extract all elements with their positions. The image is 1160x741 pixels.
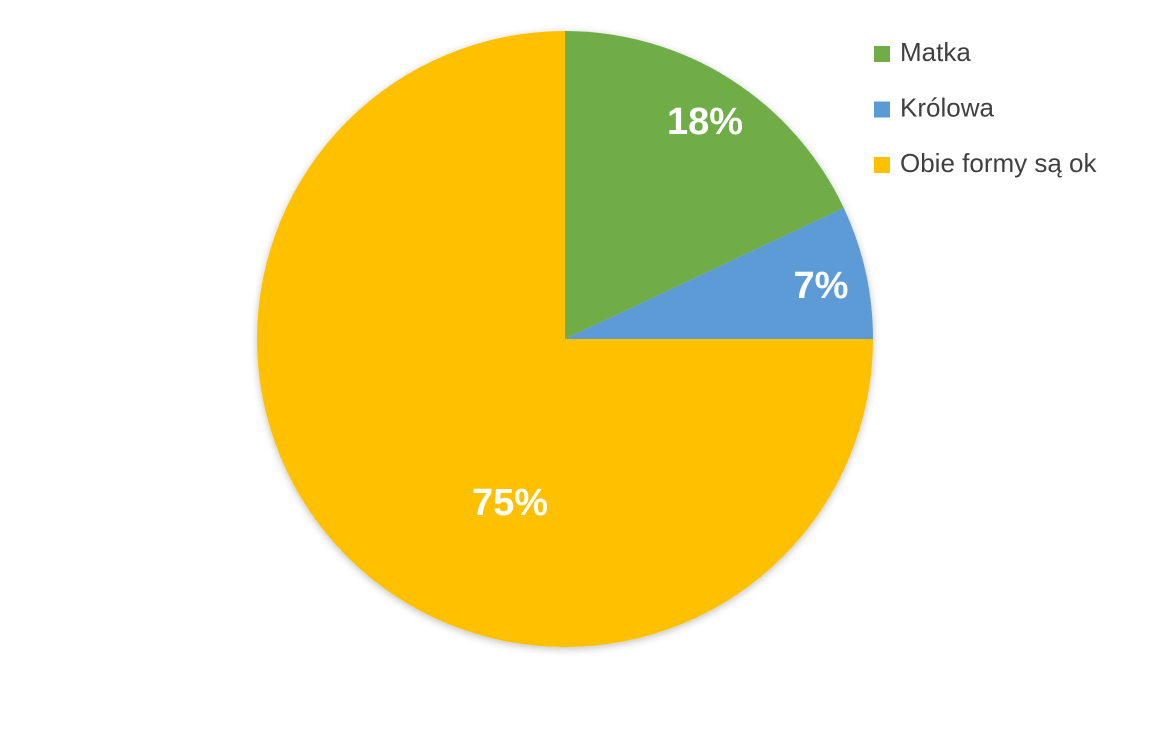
legend: Matka Królowa Obie formy są ok <box>874 37 1098 178</box>
data-label: 18% <box>667 101 743 143</box>
pie-slice <box>565 31 844 339</box>
data-label: 7% <box>794 265 849 307</box>
pie-slice <box>257 31 873 647</box>
legend-swatch <box>874 101 890 118</box>
data-labels: 18% 7% 75% <box>472 101 848 524</box>
legend-swatch <box>874 157 890 173</box>
legend-swatch <box>874 46 890 62</box>
data-label: 75% <box>472 482 548 524</box>
legend-label: Obie formy są ok <box>900 148 1098 178</box>
legend-box <box>845 28 1137 192</box>
pie <box>257 31 873 647</box>
legend-label: Królowa <box>900 92 994 122</box>
legend-label: Matka <box>900 37 971 67</box>
pie-slice <box>565 207 873 339</box>
